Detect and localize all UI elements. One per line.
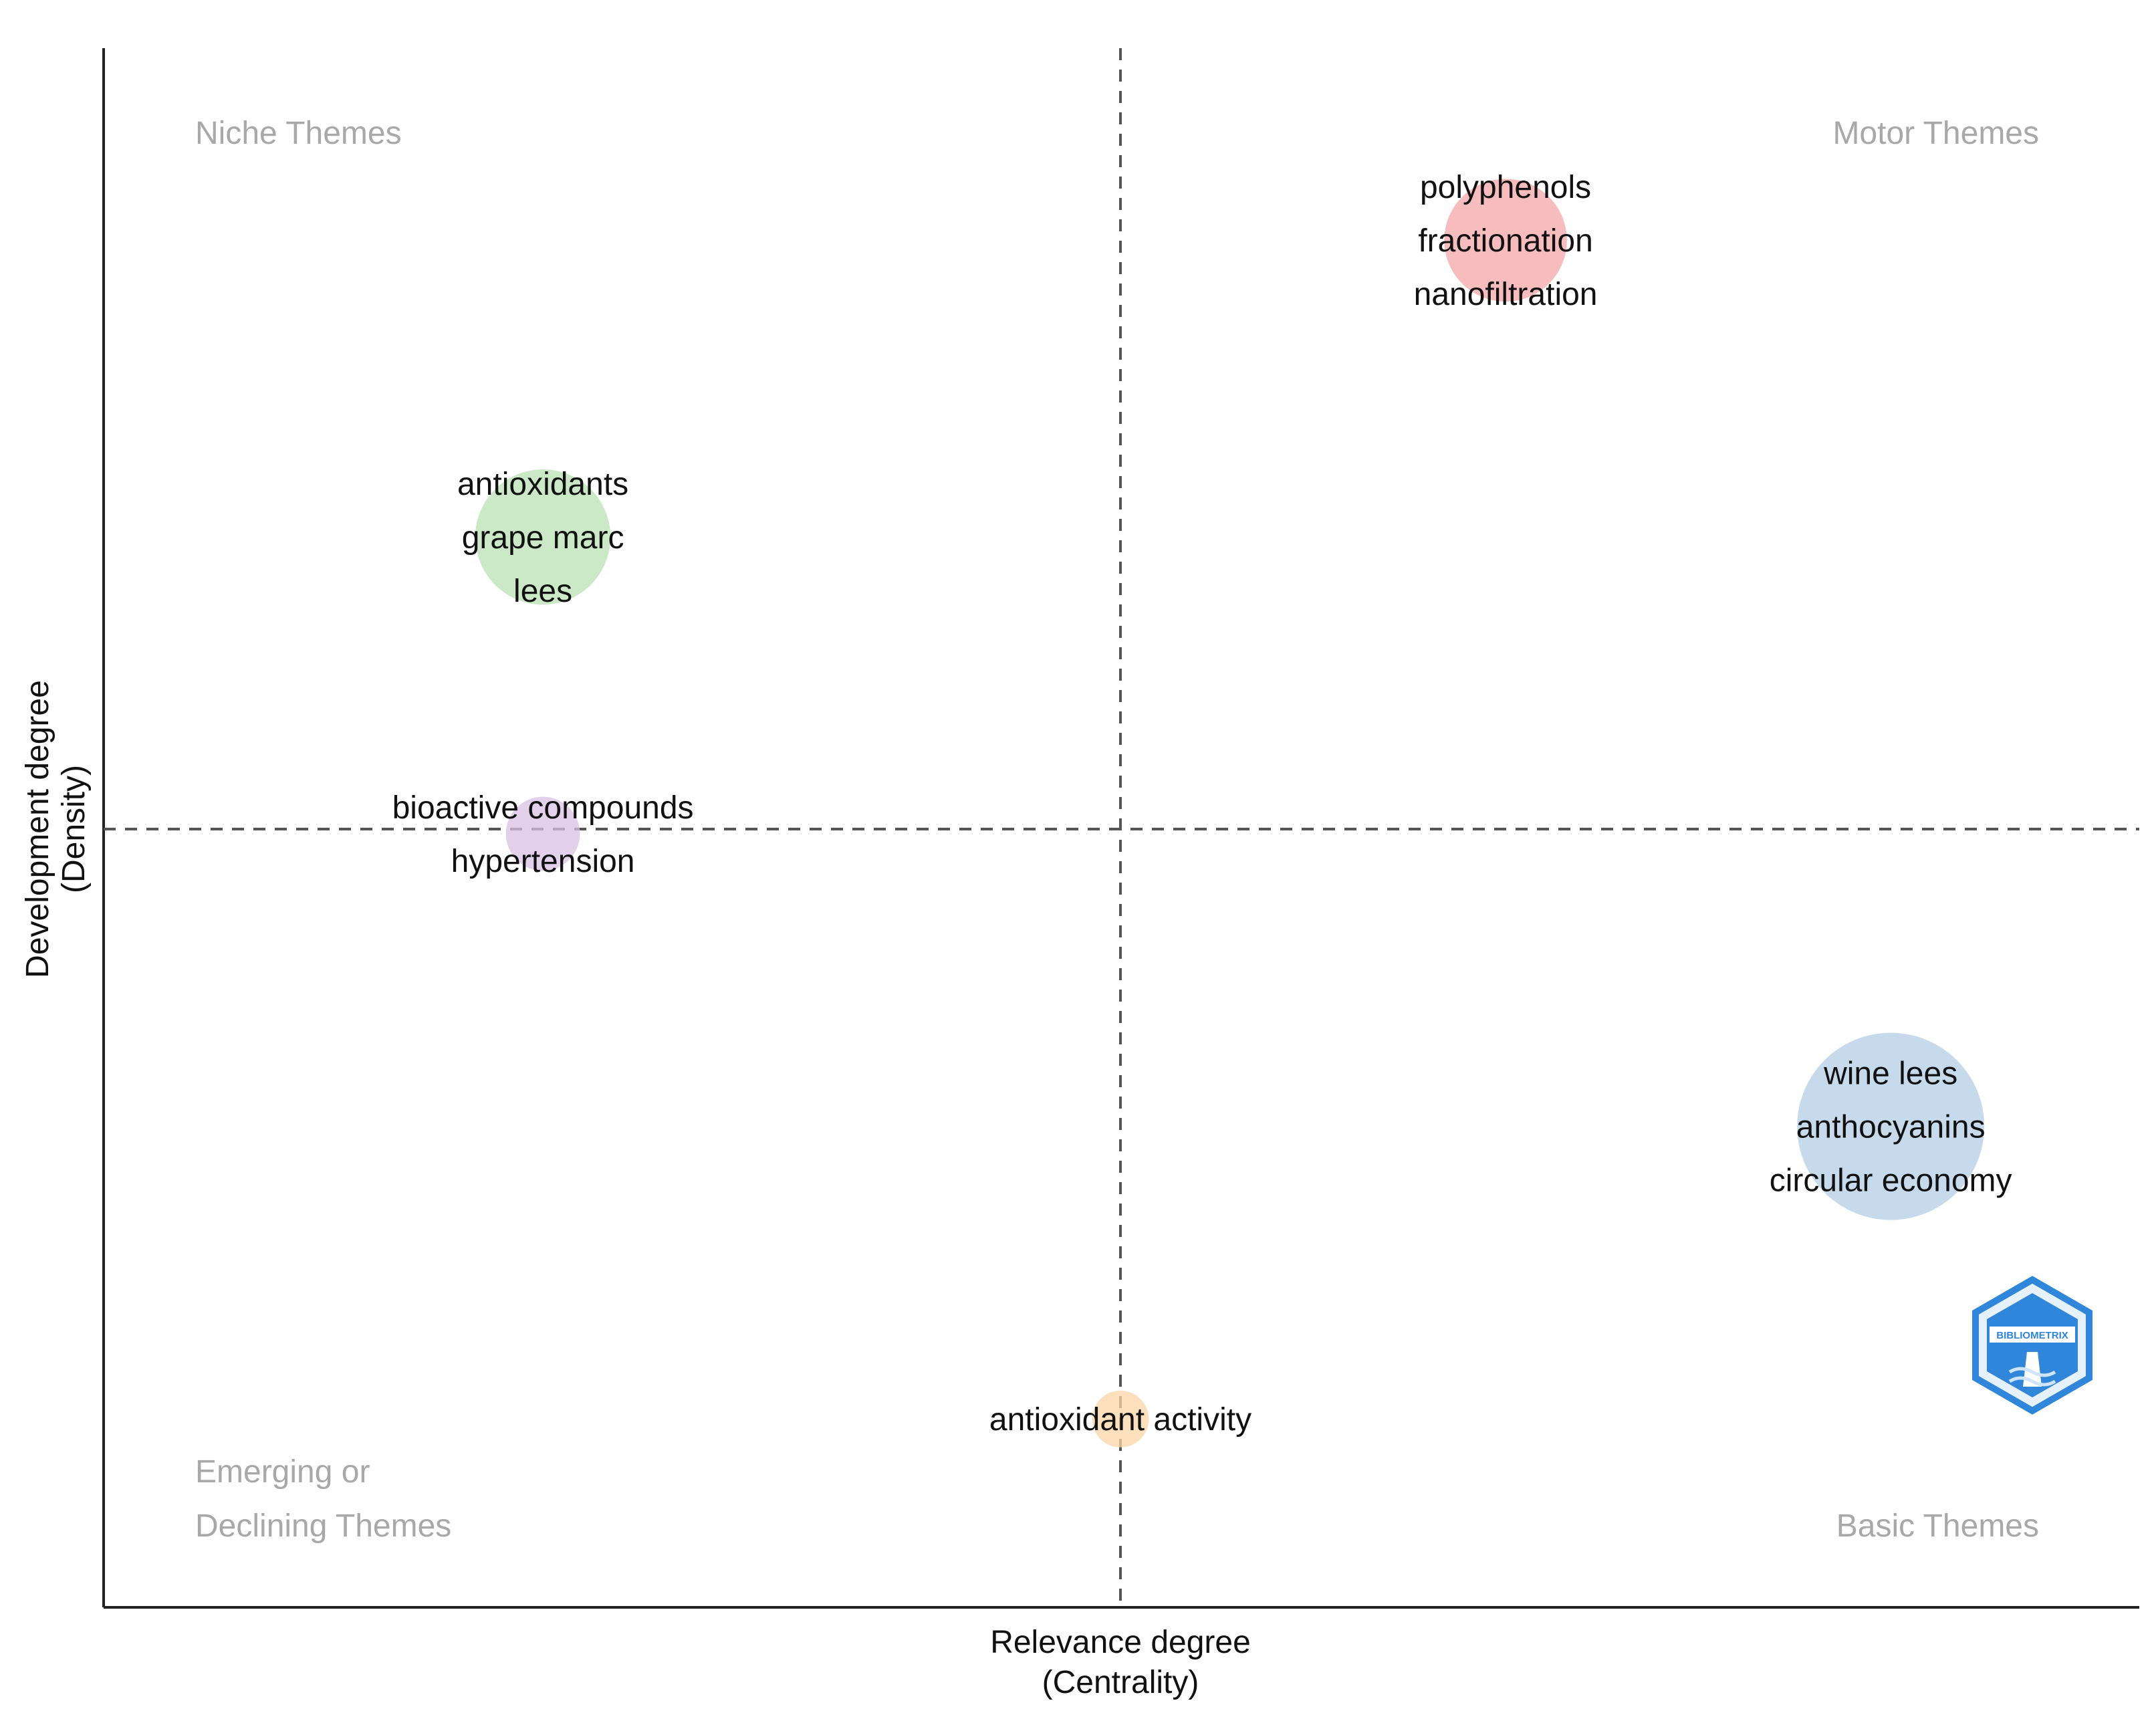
y-axis-title-line1: Development degree (20, 680, 55, 978)
quadrant-label-emerging-line1: Emerging or (195, 1454, 370, 1490)
quadrant-label-emerging-line2: Declining Themes (195, 1508, 451, 1544)
logo-banner (1990, 1327, 2075, 1343)
logo-waves-icon (2008, 1367, 2056, 1387)
cluster-label: bioactive compounds (392, 790, 694, 826)
y-axis-title-line2: (Density) (56, 765, 92, 893)
cluster-label: antioxidant activity (989, 1402, 1251, 1438)
cluster-label: grape marc (462, 520, 624, 556)
cluster-bubble-3 (505, 796, 580, 871)
cluster-bubble-2 (475, 469, 611, 605)
cluster-label: polyphenols (1420, 170, 1591, 205)
quadrant-label-motor: Motor Themes (1832, 116, 2039, 151)
cluster-bubble-4 (1797, 1032, 1985, 1220)
quadrant-label-niche: Niche Themes (195, 116, 402, 151)
cluster-bubble-1 (1444, 179, 1567, 302)
bibliometrix-logo: BIBLIOMETRIX (1972, 1276, 2092, 1415)
logo-text: BIBLIOMETRIX (1996, 1330, 2068, 1341)
x-axis-title-line2: (Centrality) (1042, 1665, 1199, 1700)
cluster-bubble-5 (1092, 1390, 1149, 1448)
cluster-layer: polyphenols fractionation nanofiltration an… (392, 170, 2012, 1448)
cluster-label: hypertension (451, 844, 635, 879)
cluster-label: anthocyanins (1796, 1109, 1986, 1145)
x-axis-title-line1: Relevance degree (990, 1625, 1251, 1660)
cluster-label: wine lees (1823, 1056, 1957, 1091)
cluster-label: antioxidants (457, 467, 628, 502)
cluster-label: fractionation (1418, 223, 1593, 259)
quadrant-label-basic: Basic Themes (1836, 1508, 2039, 1544)
cluster-label: circular economy (1770, 1163, 2012, 1198)
cluster-label: lees (513, 574, 572, 609)
cluster-label: nanofiltration (1414, 277, 1598, 312)
